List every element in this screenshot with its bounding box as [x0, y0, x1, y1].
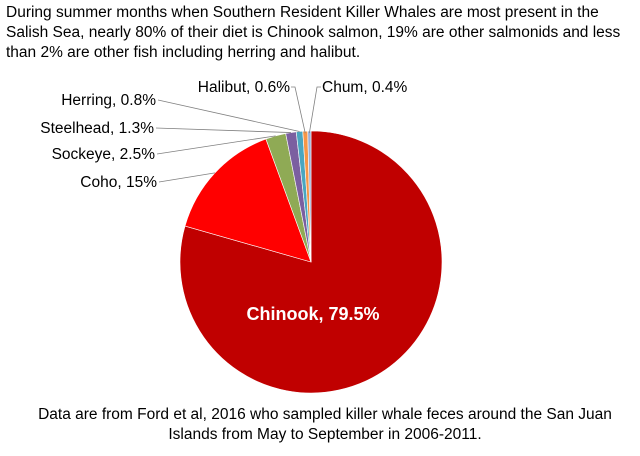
- leader-line-sockeye: [156, 135, 276, 155]
- label-chum: Chum, 0.4%: [322, 79, 408, 96]
- leader-line-coho: [158, 172, 216, 183]
- label-sockeye: Sockeye, 2.5%: [52, 146, 156, 163]
- slice-coho: [184, 138, 312, 263]
- intro-text: During summer months when Southern Resid…: [6, 4, 621, 61]
- label-herring: Herring, 0.8%: [61, 92, 156, 109]
- leader-line-steelhead: [155, 127, 291, 133]
- slice-chinook: [179, 130, 443, 394]
- label-steelhead: Steelhead, 1.3%: [40, 120, 154, 137]
- leader-line-chum: [308, 86, 321, 134]
- leader-line-halibut: [291, 86, 306, 134]
- label-halibut: Halibut, 0.6%: [198, 79, 290, 96]
- leader-line-herring: [157, 99, 300, 132]
- label-coho: Coho, 15%: [80, 174, 157, 191]
- footnote: Data are from Ford et al, 2016 who sampl…: [38, 406, 612, 443]
- label-chinook: Chinook, 79.5%: [246, 304, 379, 324]
